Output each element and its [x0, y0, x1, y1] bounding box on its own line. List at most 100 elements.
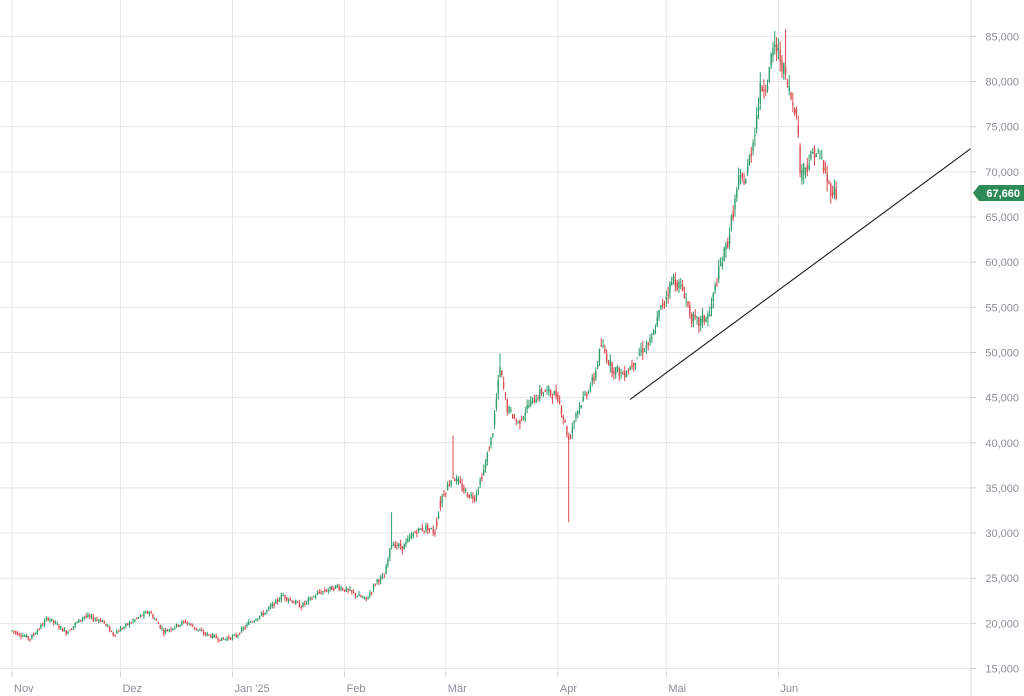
candle-body [417, 527, 420, 531]
candle-body [569, 436, 572, 438]
trendline[interactable] [629, 148, 972, 400]
candle-body [452, 477, 454, 479]
candle-body [81, 618, 84, 620]
candle-body [313, 596, 315, 598]
candle-up [249, 620, 252, 623]
candle-body [275, 599, 277, 604]
candle-down [52, 619, 55, 626]
candle-body [199, 630, 201, 632]
candle-up [313, 595, 315, 598]
candle-body [689, 304, 691, 316]
candle-down [230, 637, 232, 641]
candle-down [703, 314, 705, 326]
candle-body [32, 634, 35, 636]
candle-body [69, 629, 71, 631]
candle-down [396, 542, 398, 550]
candle-body [461, 483, 463, 490]
candle-body [309, 597, 311, 599]
candle-down [826, 165, 828, 192]
candle-up [367, 595, 369, 600]
candle-body [146, 611, 149, 614]
candle-up [596, 361, 599, 370]
candle-body [622, 373, 624, 375]
candle-body [101, 620, 104, 622]
y-tick-label: 40,000 [985, 438, 1019, 450]
candle-up [584, 390, 586, 397]
candle-up [768, 66, 771, 83]
candle-up [309, 596, 311, 602]
candle-up [67, 630, 69, 635]
candle-down [600, 338, 602, 347]
candle-body [63, 629, 66, 632]
candle-body [714, 284, 716, 292]
candle-down [515, 418, 517, 426]
candle-body [43, 620, 46, 625]
candle-down [69, 629, 71, 631]
candle-up [380, 574, 382, 585]
candle-down [414, 530, 416, 534]
candle-down [201, 627, 203, 632]
candle-down [394, 540, 396, 549]
candle-body [759, 82, 762, 104]
candle-body [161, 628, 163, 630]
candle-down [716, 277, 718, 287]
candle-body [251, 621, 254, 623]
candle-body [210, 635, 212, 638]
candle-body [788, 85, 790, 91]
candle-up [490, 436, 492, 449]
candle-up [179, 624, 181, 628]
candle-body [721, 262, 724, 267]
candle-body [421, 527, 424, 531]
candle-body [571, 427, 574, 433]
candle-body [662, 303, 664, 307]
candle-body [781, 59, 783, 72]
candle-down [674, 272, 677, 292]
candle-body [772, 48, 774, 56]
candle-body [217, 638, 219, 641]
candle-body [121, 628, 123, 630]
candle-body [651, 337, 653, 339]
candle-up [224, 638, 226, 641]
candle-body [338, 586, 340, 590]
candle-down [604, 344, 606, 354]
candle-down [613, 367, 615, 380]
candle-up [616, 365, 619, 373]
candle-body [551, 396, 554, 399]
candle-down [61, 628, 64, 632]
candle-up [56, 621, 58, 625]
candle-down [370, 591, 373, 596]
candle-body [799, 145, 801, 173]
candle-up [484, 458, 487, 473]
candle-down [822, 159, 825, 174]
candle-body [625, 373, 628, 377]
candle-up [327, 588, 330, 594]
candle-down [331, 585, 333, 591]
candle-body [318, 591, 320, 593]
candle-up [492, 432, 494, 438]
candle-body [94, 619, 96, 621]
candle-body [36, 630, 39, 634]
candle-up [625, 370, 628, 378]
candle-down [170, 626, 172, 632]
candle-down [38, 627, 40, 631]
candle-up [546, 385, 548, 395]
candle-down [126, 623, 129, 626]
candle-body [20, 635, 22, 637]
candle-up [349, 586, 351, 592]
candle-body [239, 633, 241, 635]
candle-up [345, 586, 348, 593]
candle-body [792, 103, 794, 106]
candle-up [479, 477, 481, 488]
candle-body [566, 426, 568, 435]
candle-body [734, 198, 736, 210]
candle-body [542, 392, 545, 394]
candle-up [372, 583, 375, 592]
y-tick-label: 45,000 [985, 393, 1019, 405]
candle-body [660, 305, 662, 308]
candle-body [119, 628, 122, 632]
y-tick-label: 25,000 [985, 573, 1019, 585]
candle-body [255, 620, 257, 622]
candle-up [148, 611, 151, 617]
candle-body [439, 500, 442, 508]
